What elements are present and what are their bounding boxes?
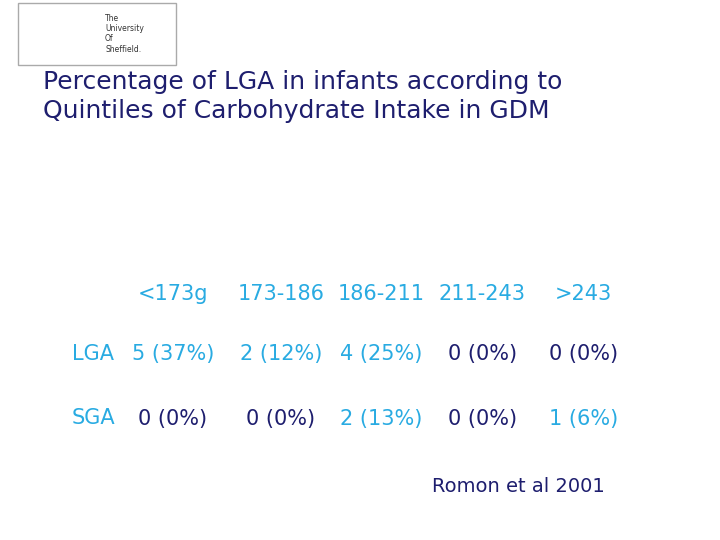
- Text: 0 (0%): 0 (0%): [549, 343, 618, 364]
- Text: The
University
Of
Sheffield.: The University Of Sheffield.: [105, 14, 144, 54]
- Text: SGA: SGA: [72, 408, 116, 429]
- Text: <173g: <173g: [138, 284, 208, 305]
- Text: 0 (0%): 0 (0%): [246, 408, 315, 429]
- Text: >243: >243: [554, 284, 612, 305]
- Text: 186-211: 186-211: [338, 284, 425, 305]
- Text: Romon et al 2001: Romon et al 2001: [432, 476, 605, 496]
- Text: 0 (0%): 0 (0%): [448, 343, 517, 364]
- Bar: [18, 3, 176, 65]
- Text: 2 (13%): 2 (13%): [341, 408, 423, 429]
- Text: 4 (25%): 4 (25%): [341, 343, 423, 364]
- Text: 1 (6%): 1 (6%): [549, 408, 618, 429]
- Text: 211-243: 211-243: [439, 284, 526, 305]
- Text: LGA: LGA: [72, 343, 114, 364]
- Text: 173-186: 173-186: [238, 284, 324, 305]
- Text: Percentage of LGA in infants according to
Quintiles of Carbohydrate Intake in GD: Percentage of LGA in infants according t…: [43, 70, 562, 123]
- Text: 5 (37%): 5 (37%): [132, 343, 214, 364]
- Text: 0 (0%): 0 (0%): [448, 408, 517, 429]
- Text: 2 (12%): 2 (12%): [240, 343, 322, 364]
- Text: 0 (0%): 0 (0%): [138, 408, 207, 429]
